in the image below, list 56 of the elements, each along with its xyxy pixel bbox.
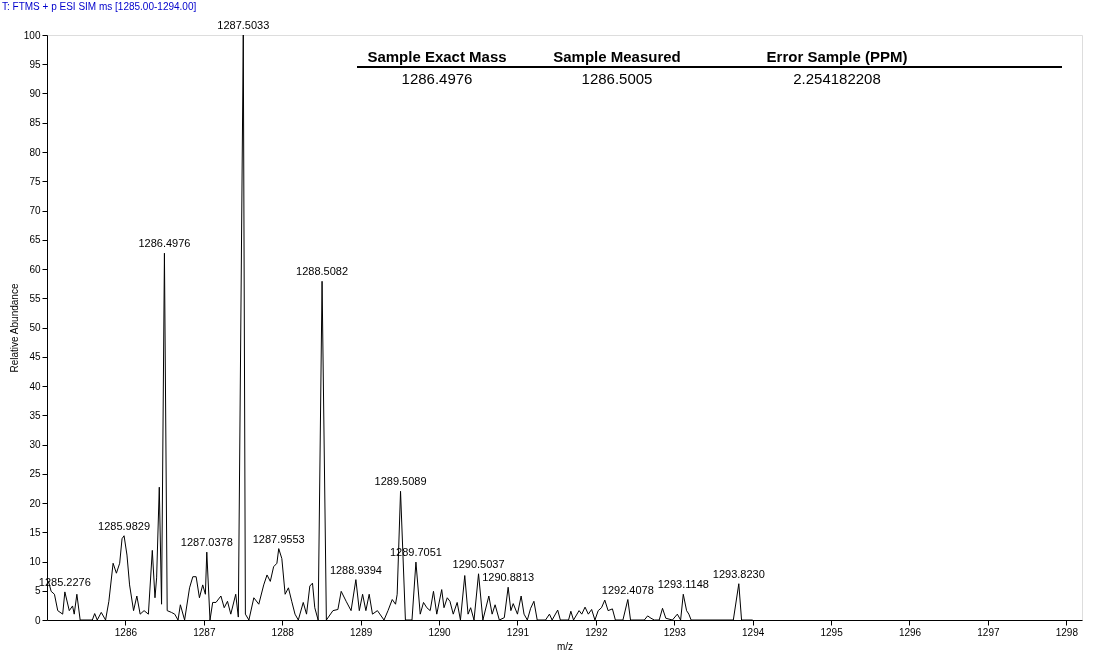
annotation: 1286.4976 bbox=[401, 70, 473, 87]
x-tick-label: 1289 bbox=[350, 626, 373, 638]
annotation: Sample Measured bbox=[553, 48, 681, 65]
y-tick-label: 80 bbox=[29, 146, 41, 158]
y-tick-label: 40 bbox=[29, 380, 41, 392]
annotation: 1290.8813 bbox=[482, 571, 535, 584]
x-tick-label: 1297 bbox=[977, 626, 1000, 638]
x-tick-label: 1287 bbox=[193, 626, 216, 638]
annotation: 1289.5089 bbox=[374, 475, 427, 488]
x-tick-label: 1295 bbox=[820, 626, 844, 638]
y-tick-label: 35 bbox=[29, 409, 41, 421]
x-tick-label: 1286 bbox=[114, 626, 138, 638]
x-tick-label: 1294 bbox=[742, 626, 765, 638]
annotation: 1286.4976 bbox=[138, 237, 191, 250]
y-tick-label: 75 bbox=[29, 175, 41, 187]
annotation: 1285.9829 bbox=[98, 519, 151, 532]
annotation: 1286.5005 bbox=[581, 70, 653, 87]
annotation: 1288.5082 bbox=[296, 265, 349, 278]
chart-title: T: FTMS + p ESI SIM ms [1285.00-1294.00] bbox=[2, 1, 197, 12]
annotation: 2.254182208 bbox=[793, 70, 881, 87]
y-tick-label: 20 bbox=[29, 497, 41, 509]
y-tick-label: 70 bbox=[29, 205, 41, 216]
x-axis-title: m/z bbox=[556, 640, 574, 652]
y-tick-label: 0 bbox=[34, 614, 41, 626]
x-tick-label: 1298 bbox=[1055, 626, 1079, 638]
y-tick-label: 65 bbox=[29, 234, 41, 246]
annotation: 1287.5033 bbox=[217, 19, 270, 31]
annotation: 1287.9553 bbox=[252, 532, 305, 545]
y-tick-label: 45 bbox=[29, 351, 41, 363]
y-tick-label: 5 bbox=[34, 585, 41, 597]
annotation: Sample Exact Mass bbox=[367, 48, 507, 65]
x-tick-label: 1288 bbox=[271, 626, 295, 638]
x-tick-label: 1293 bbox=[663, 626, 687, 638]
y-tick-label: 50 bbox=[29, 322, 41, 333]
x-tick-label: 1292 bbox=[585, 626, 608, 638]
x-tick-label: 1296 bbox=[898, 626, 922, 638]
annotation: 1290.5037 bbox=[452, 557, 505, 570]
x-tick-label: 1291 bbox=[506, 626, 530, 638]
y-tick-label: 100 bbox=[23, 29, 41, 41]
y-tick-label: 15 bbox=[29, 526, 41, 538]
y-tick-label: 95 bbox=[29, 58, 41, 70]
y-tick-label: 55 bbox=[29, 292, 41, 304]
annotation: Error Sample (PPM) bbox=[766, 48, 908, 65]
annotation: 1292.4078 bbox=[601, 583, 654, 596]
y-tick-label: 60 bbox=[29, 263, 41, 275]
y-tick-label: 25 bbox=[29, 468, 41, 480]
y-tick-label: 30 bbox=[29, 439, 41, 450]
annotation: 1287.0378 bbox=[180, 536, 233, 549]
y-tick-label: 85 bbox=[29, 117, 41, 129]
annotation: 1293.1148 bbox=[657, 578, 709, 591]
y-axis-title: Relative Abundance bbox=[8, 283, 20, 373]
y-tick-label: 10 bbox=[29, 556, 41, 567]
x-tick-label: 1290 bbox=[428, 626, 452, 638]
y-tick-label: 90 bbox=[29, 88, 41, 99]
annotation: 1288.9394 bbox=[329, 563, 382, 576]
annotation: 1293.8230 bbox=[712, 567, 765, 580]
